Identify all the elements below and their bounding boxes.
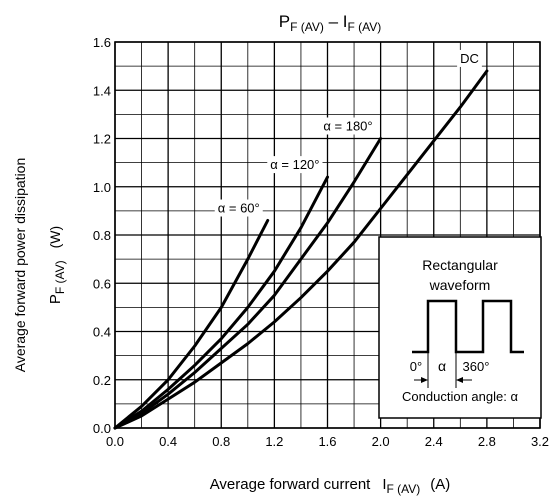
axis-ticks: 0.0 0.4 0.8 1.2 1.6 2.0 2.4 2.8 3.2 0.0 0.2 0.4 0.6 0…	[93, 35, 549, 449]
inset-background	[378, 236, 542, 419]
y-tick-label: 0.2	[93, 373, 111, 388]
x-axis-unit: (A)	[430, 476, 450, 493]
series-label: α = 120°	[270, 157, 319, 172]
series-line	[113, 69, 489, 430]
y-axis-unit: (W)	[47, 226, 63, 249]
y-axis-label-line1: Average forward power dissipation	[12, 158, 28, 373]
x-tick-label: 2.8	[478, 434, 496, 449]
y-tick-label: 0.4	[93, 325, 111, 340]
series-line	[113, 219, 270, 430]
x-tick-label: 2.0	[372, 434, 390, 449]
y-axis-label-line2: PF (AV) (W)	[47, 226, 67, 304]
x-tick-label: 1.2	[265, 434, 283, 449]
inset-label-360: 360°	[463, 359, 490, 374]
series-label-background	[457, 49, 482, 67]
title-mid: – I	[324, 12, 348, 31]
title-subscript-2: F (AV)	[347, 20, 381, 34]
x-tick-label: 3.2	[531, 434, 549, 449]
y-axis-subscript: F (AV)	[53, 260, 67, 294]
inset-caption: Conduction angle: α	[402, 389, 518, 404]
x-tick-label: 0.4	[159, 434, 177, 449]
y-tick-label: 0.6	[93, 276, 111, 291]
y-tick-label: 1.0	[93, 180, 111, 195]
y-tick-label: 1.6	[93, 35, 111, 50]
series-label: α = 180°	[323, 119, 372, 134]
title-subscript-1: F (AV)	[290, 20, 324, 34]
x-tick-label: 2.4	[425, 434, 443, 449]
inset-arrowhead-right	[456, 377, 463, 383]
x-axis-label: Average forward current IF (AV) (A)	[210, 476, 451, 496]
x-axis-symbol: I	[382, 476, 386, 493]
series-label-background	[214, 199, 263, 217]
chart-title: PF (AV) – IF (AV)	[279, 12, 382, 34]
y-axis-label: Average forward power dissipation PF (AV…	[12, 158, 67, 373]
y-tick-label: 1.4	[93, 83, 111, 98]
x-axis-subscript: F (AV)	[387, 482, 421, 496]
series-line	[113, 175, 329, 430]
x-tick-label: 0.0	[106, 434, 124, 449]
inset-label-zero: 0°	[410, 359, 422, 374]
y-axis-symbol: P	[47, 294, 64, 304]
x-tick-label: 1.6	[318, 434, 336, 449]
series-label: DC	[460, 51, 479, 66]
series-label-background	[267, 156, 323, 174]
y-tick-label: 0.8	[93, 228, 111, 243]
inset-label-alpha: α	[438, 358, 446, 374]
x-axis-label-text: Average forward current	[210, 476, 371, 493]
inset-title-line1: Rectangular	[422, 257, 498, 273]
series-label-background	[320, 117, 376, 135]
inset-waveform	[412, 299, 524, 354]
y-tick-label: 0.0	[93, 421, 111, 436]
series-line	[113, 137, 383, 430]
x-tick-label: 0.8	[212, 434, 230, 449]
plot-frame	[114, 41, 541, 429]
series-group: α = 60° α = 120° α = 180° DC	[113, 49, 489, 430]
y-tick-label: 1.2	[93, 132, 111, 147]
inset-arrowhead-left	[421, 377, 428, 383]
series-label: α = 60°	[218, 201, 260, 216]
inset-title-line2: waveform	[429, 277, 491, 293]
title-symbol-p: P	[279, 12, 290, 31]
inset-waveform-box: Rectangular waveform 0° α 360° Conductio…	[378, 236, 542, 419]
